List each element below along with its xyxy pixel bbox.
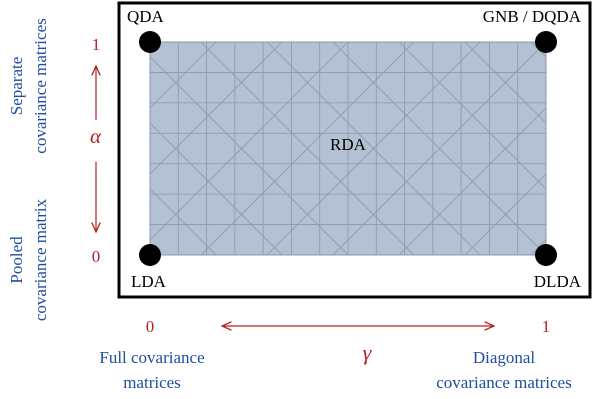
grid-diagonal-line xyxy=(266,41,481,256)
gamma-tick-left: 0 xyxy=(146,317,155,336)
grid-diagonal-line xyxy=(149,56,349,256)
rda-label: RDA xyxy=(330,135,367,154)
gamma-symbol: γ xyxy=(363,340,373,365)
grid-diagonal-line xyxy=(149,41,283,175)
qda-corner-dot xyxy=(139,31,161,53)
gamma-tick-right: 1 xyxy=(542,317,551,336)
grid-diagonal-line xyxy=(332,41,547,256)
separate-covariance-label-line1: Separate xyxy=(7,57,26,116)
crosshatch-grid xyxy=(149,41,547,256)
gnb-dqda-corner-dot xyxy=(535,31,557,53)
full-covariance-label-line2: matrices xyxy=(123,373,181,392)
full-covariance-label-line1: Full covariance xyxy=(99,348,204,367)
alpha-tick-bottom: 0 xyxy=(92,247,101,266)
pooled-covariance-label-line2: covariance matrix xyxy=(31,198,50,321)
grid-diagonal-line xyxy=(398,41,547,190)
grid-diagonal-line xyxy=(464,41,547,124)
dlda-corner-dot xyxy=(535,244,557,266)
grid-diagonal-line xyxy=(398,107,547,256)
dlda-label: DLDA xyxy=(534,272,582,291)
diagonal-covariance-label-line2: covariance matrices xyxy=(436,373,571,392)
grid-diagonal-line xyxy=(464,173,547,256)
qda-label: QDA xyxy=(127,7,165,26)
diagonal-covariance-label-line1: Diagonal xyxy=(473,348,536,367)
separate-covariance-label-line2: covariance matrices xyxy=(31,18,50,153)
alpha-tick-top: 1 xyxy=(92,35,101,54)
grid-diagonal-line xyxy=(149,188,217,256)
grid-diagonal-line xyxy=(149,41,217,109)
grid-diagonal-line xyxy=(149,41,349,241)
lda-corner-dot xyxy=(139,244,161,266)
pooled-covariance-label-line1: Pooled xyxy=(7,236,26,284)
alpha-symbol: α xyxy=(90,124,102,148)
lda-label: LDA xyxy=(131,272,167,291)
grid-diagonal-line xyxy=(149,122,283,256)
grid-diagonal-line xyxy=(200,41,415,256)
gnb-dqda-label: GNB / DQDA xyxy=(483,7,582,26)
